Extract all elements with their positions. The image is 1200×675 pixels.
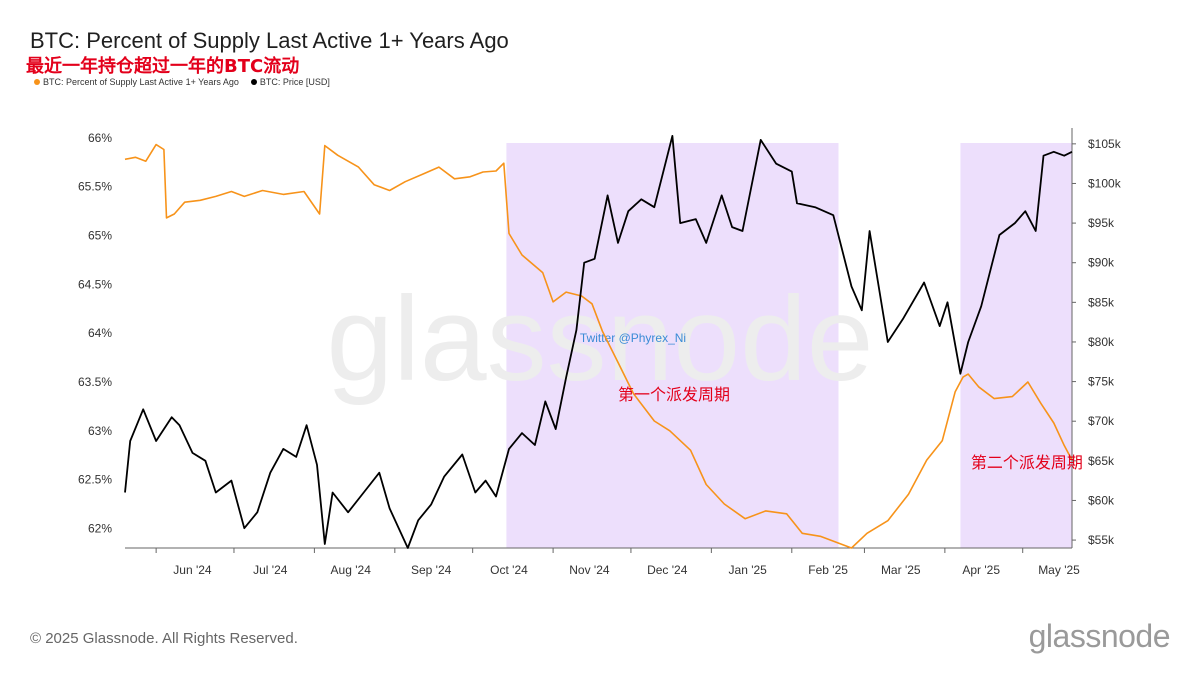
y-left-tick-label: 63.5% bbox=[78, 375, 112, 389]
x-tick-label: Aug '24 bbox=[331, 563, 372, 577]
chart-subtitle: 最近一年持仓超过一年的BTC流动 bbox=[26, 56, 300, 77]
y-left-tick-label: 62% bbox=[88, 521, 112, 535]
chart-watermark: glassnode bbox=[326, 272, 873, 406]
y-right-tick-label: $85k bbox=[1088, 295, 1115, 309]
y-left-tick-label: 62.5% bbox=[78, 473, 112, 487]
legend-label-price: BTC: Price [USD] bbox=[259, 77, 330, 87]
twitter-handle: Twitter @Phyrex_Ni bbox=[580, 331, 686, 345]
annotation-2: 第二个派发周期 bbox=[971, 453, 1083, 472]
y-right-tick-label: $90k bbox=[1088, 256, 1115, 270]
y-right-tick-label: $95k bbox=[1088, 216, 1115, 230]
y-right-tick-label: $70k bbox=[1088, 414, 1115, 428]
annotation-1: 第一个派发周期 bbox=[618, 385, 730, 404]
y-left-tick-label: 65.5% bbox=[78, 180, 112, 194]
y-left-tick-label: 64.5% bbox=[78, 277, 112, 291]
y-left-tick-label: 66% bbox=[88, 131, 112, 145]
y-right-tick-label: $55k bbox=[1088, 533, 1115, 547]
price-series-line bbox=[124, 135, 1073, 549]
x-tick-label: Jun '24 bbox=[173, 563, 212, 577]
x-tick-label: Feb '25 bbox=[808, 563, 848, 577]
x-tick-label: Mar '25 bbox=[881, 563, 921, 577]
x-tick-label: Sep '24 bbox=[411, 563, 452, 577]
y-left-tick-label: 65% bbox=[88, 228, 112, 242]
chart-title: BTC: Percent of Supply Last Active 1+ Ye… bbox=[30, 28, 509, 53]
x-tick-label: Nov '24 bbox=[569, 563, 610, 577]
y-right-tick-label: $75k bbox=[1088, 375, 1115, 389]
x-tick-label: Oct '24 bbox=[490, 563, 528, 577]
legend-label-supply: BTC: Percent of Supply Last Active 1+ Ye… bbox=[43, 77, 239, 87]
legend-item-price[interactable]: BTC: Price [USD] bbox=[250, 77, 330, 87]
copyright-text: © 2025 Glassnode. All Rights Reserved. bbox=[30, 630, 298, 647]
legend-swatch-supply bbox=[34, 79, 40, 85]
y-left-tick-label: 63% bbox=[88, 424, 112, 438]
y-left-tick-label: 64% bbox=[88, 326, 112, 340]
y-right-tick-label: $100k bbox=[1088, 176, 1122, 190]
x-tick-label: Jul '24 bbox=[253, 563, 288, 577]
glassnode-logo: glassnode bbox=[1028, 618, 1171, 654]
y-right-tick-label: $80k bbox=[1088, 335, 1115, 349]
legend-swatch-price bbox=[250, 79, 257, 85]
legend-item-supply[interactable]: BTC: Percent of Supply Last Active 1+ Ye… bbox=[34, 77, 239, 87]
supply-series-line bbox=[124, 143, 1073, 549]
x-tick-label: Apr '25 bbox=[962, 563, 1000, 577]
y-right-tick-label: $105k bbox=[1088, 137, 1122, 151]
legend: BTC: Percent of Supply Last Active 1+ Ye… bbox=[34, 77, 330, 87]
y-right-tick-label: $65k bbox=[1088, 454, 1115, 468]
shaded-period-2 bbox=[960, 143, 1072, 548]
x-tick-label: Dec '24 bbox=[647, 563, 688, 577]
x-tick-label: May '25 bbox=[1038, 563, 1080, 577]
shaded-period-1 bbox=[506, 143, 839, 548]
x-tick-label: Jan '25 bbox=[729, 563, 768, 577]
y-right-tick-label: $60k bbox=[1088, 493, 1115, 507]
